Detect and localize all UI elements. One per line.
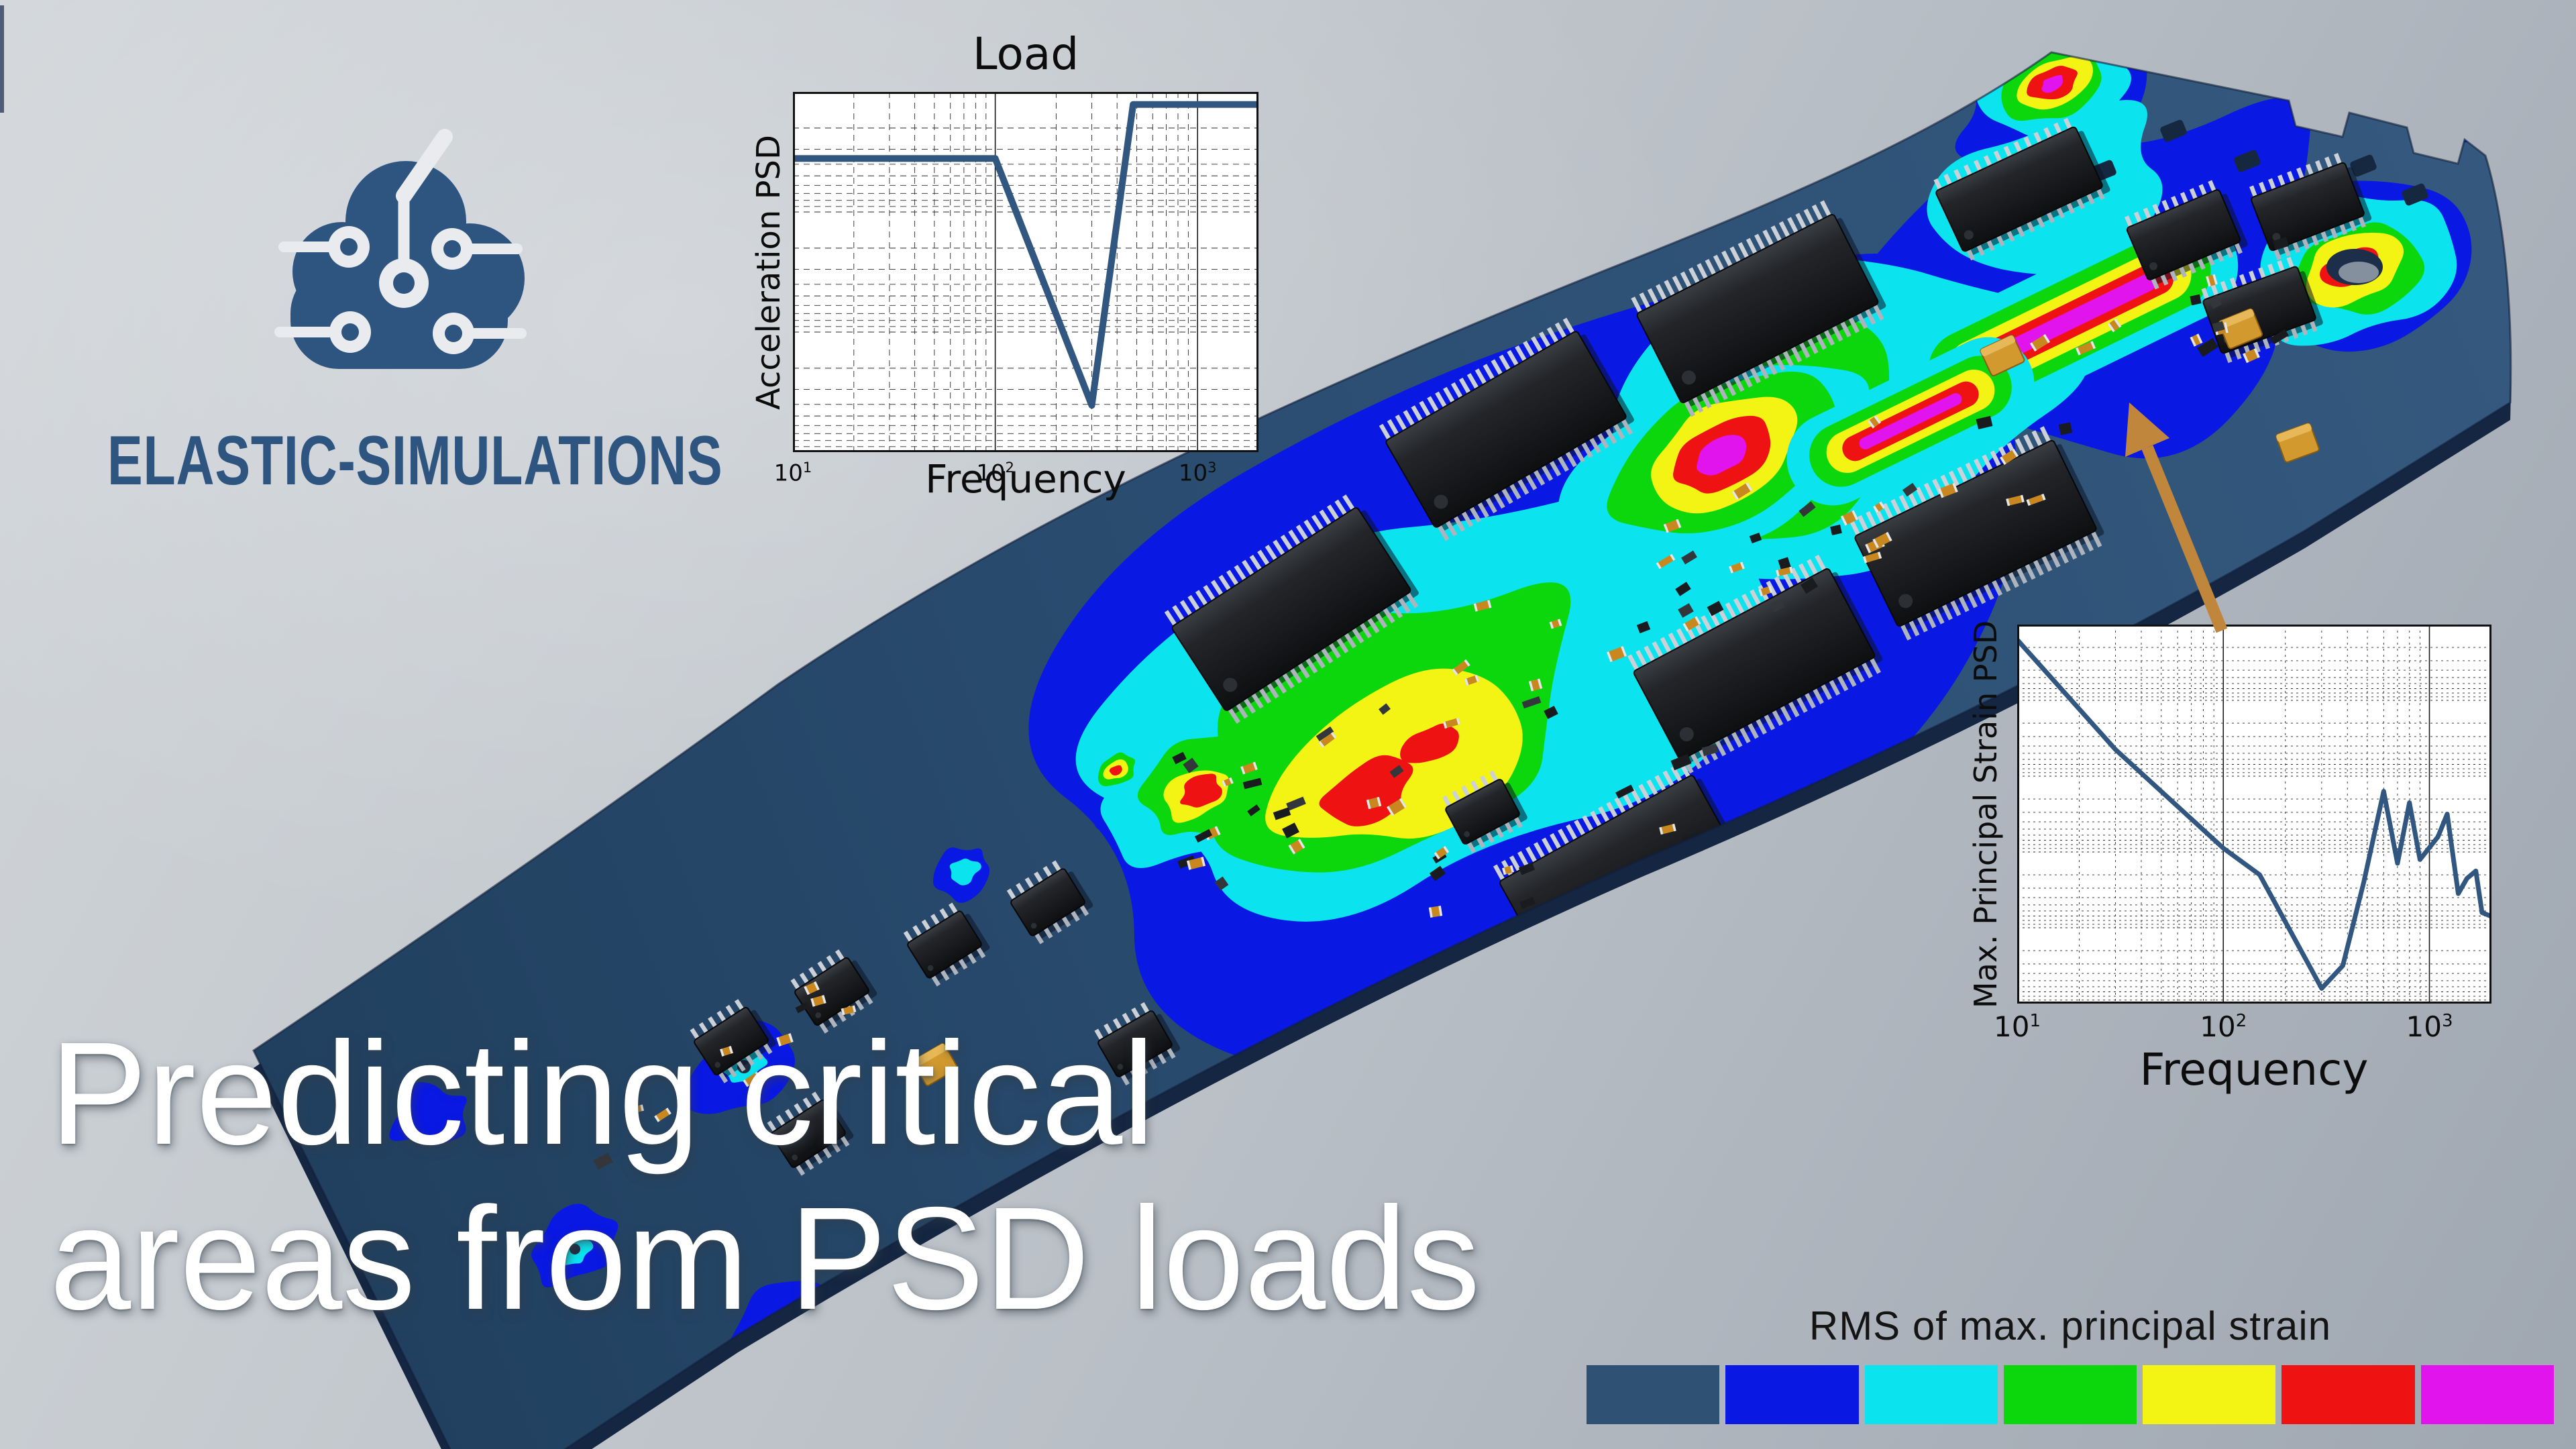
strain-chart-ylabel: Max. Principal Strain PSD (1968, 620, 2004, 1009)
logo: ELASTIC-SIMULATIONS (107, 127, 917, 501)
legend-swatch-6 (2420, 1365, 2554, 1424)
x-tick-label: 102 (976, 459, 1014, 487)
load-chart-xlabel: Frequency (925, 456, 1126, 502)
strain-chart-plot (2017, 625, 2491, 1004)
left-edge-artifact (0, 5, 4, 113)
legend-swatch-5 (2282, 1365, 2415, 1424)
strain-chart-panel: Max. Principal Strain PSD 101 102 103 Freq… (1939, 590, 2556, 1120)
legend-swatch-2 (1864, 1365, 1998, 1424)
legend-swatch-3 (2003, 1365, 2137, 1424)
x-tick-label: 103 (1178, 459, 1217, 487)
load-chart-title: Load (972, 28, 1079, 80)
cloud-circuit-logo-icon (274, 129, 527, 369)
legend-swatch-4 (2143, 1365, 2276, 1424)
legend-colorbar (1587, 1365, 2554, 1424)
legend-swatch-1 (1725, 1365, 1859, 1424)
logo-wordmark: ELASTIC-SIMULATIONS (107, 422, 723, 500)
x-tick-label: 103 (2406, 1010, 2453, 1043)
load-chart-panel: Load Acceleration PSD 101 102 103 Frequenc… (711, 24, 1288, 507)
x-tick-label: 101 (773, 459, 812, 487)
strain-legend: RMS of max. principal strain (1587, 1303, 2554, 1424)
legend-title: RMS of max. principal strain (1809, 1303, 2332, 1348)
legend-swatch-0 (1587, 1365, 1720, 1424)
x-tick-label: 101 (1993, 1010, 2041, 1043)
load-chart-plot (793, 92, 1258, 452)
strain-chart-x-ticks: 101 102 103 (1994, 1010, 2491, 1044)
headline-line1: Predicting critical (50, 1012, 1155, 1175)
headline: Predicting critical areas from PSD loads (50, 1012, 1480, 1342)
load-chart-ylabel: Acceleration PSD (750, 135, 788, 410)
load-chart-x-ticks: 101 102 103 (774, 459, 1258, 488)
headline-line2: areas from PSD loads (50, 1177, 1481, 1340)
strain-chart-xlabel: Frequency (2139, 1044, 2369, 1095)
x-tick-label: 102 (2200, 1010, 2247, 1043)
